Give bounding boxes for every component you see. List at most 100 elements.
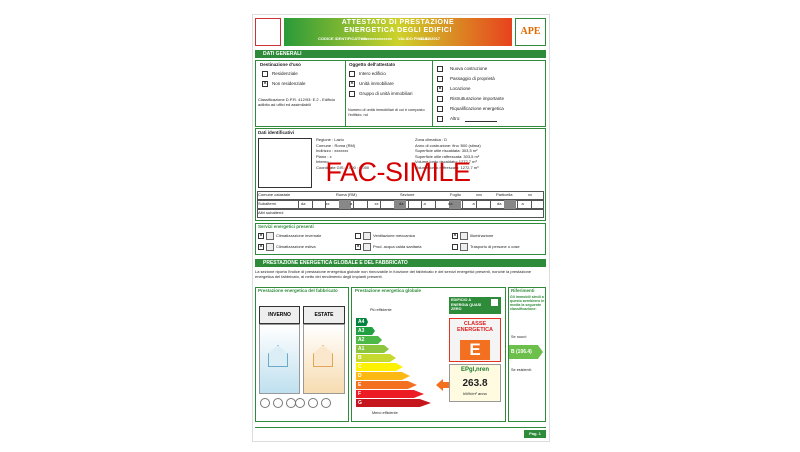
service-icon [363,243,371,251]
text: Dati identificativi [258,130,295,135]
smiley [295,398,305,408]
text: Anno di costruzione: fino '800 (stima) [415,142,481,148]
grid-cell [366,200,368,209]
nzeb-box: EDIFICIO A ENERGIA QUASI ZERO [449,297,501,314]
index-value: 263.8 [462,378,488,389]
text: a [423,201,426,206]
title: ATTESTATO DI PRESTAZIONE [341,19,455,26]
checkbox: × [355,244,361,250]
text: Passaggio di proprietà [450,76,495,81]
grid-cell [325,200,326,209]
footer-line [255,427,546,428]
cadastre-row [257,191,544,200]
text: Indirizzo : xxxxxxx [316,148,349,153]
text: Climatizzazione invernale [276,233,322,238]
text: Sezione [400,192,415,197]
text: Comune : Roma (RM) [316,142,356,148]
code: VALIDO FINO AL: [398,36,432,41]
note: Numero di unità immobiliari di cui è com… [348,108,425,117]
text: Piano : x [316,153,332,159]
text: Volume lordo riscaldato: 1272,7 m³ [415,159,477,164]
class-bar: A1 [356,345,389,353]
checkbox [437,116,443,122]
intro: La sezione riporta l'indice di prestazio… [255,269,532,280]
text: Se esistenti: [511,368,532,372]
text: Altri subalterni [258,210,284,215]
global-box [351,287,506,422]
text: da [301,201,306,206]
text: Riqualificazione energetica [450,106,504,111]
text: da [448,201,453,206]
text: xx [374,201,379,206]
checkbox [437,76,443,82]
service-icon [460,232,468,240]
text: Servizi energetici presenti [258,224,314,229]
house-icon [268,345,288,367]
checkbox: × [452,233,458,239]
text: Roma (RM) [336,192,357,197]
class-bar: D [356,372,410,380]
code: CODICE IDENTIFICATIVO: [318,36,368,41]
text: Destinazione d'uso [260,62,301,67]
text: Prod. acqua calda sanitaria [373,244,422,249]
text: Residenziale [272,71,298,76]
index-label: EPgl,nren [460,367,490,373]
text: Foglio [450,192,461,197]
grid-cell [393,200,406,209]
smiley [321,398,331,408]
checkbox [437,106,443,112]
text: Zona climatica : D [415,137,448,142]
checkbox: × [349,81,355,87]
divider [432,60,433,127]
text: Se nuovi: [511,335,527,339]
house-icon [313,345,333,367]
section-bar: DATI GENERALI [255,50,546,58]
text: a [521,201,524,206]
blank-line [465,121,497,122]
page-number: Pag. 1 [524,430,546,438]
blank-box [255,18,281,46]
winter-box: INVERNO [259,306,300,324]
grid-cell [339,200,352,209]
text: Interno : [316,159,331,164]
text: xx [325,201,330,206]
text: Particella [496,192,513,197]
text: a [350,201,353,206]
text: Trasporto di persone o cose [470,244,520,249]
text: Unità immobiliare [359,81,394,86]
text: Oggetto dell'attestato [349,62,396,67]
id-box [255,128,546,221]
grid-cell [352,200,354,209]
smiley [308,398,318,408]
checkbox: × [437,86,443,92]
service-icon [266,243,274,251]
checkbox [262,71,268,77]
text: Superficie utile riscaldata: 303,5 m² [415,148,478,153]
general-box [255,60,546,127]
text: Superficie utile raffrescata: 303,5 m² [415,153,480,159]
nzeb-check [491,299,498,306]
text: Coordinate GIS: 0,000 ; 0,000 [316,164,370,170]
ref-class: B (106.4) [509,345,543,359]
checkbox: × [258,244,264,250]
section-bar: PRESTAZIONE ENERGETICA GLOBALE E DEL FAB… [255,259,546,267]
logo: APE [515,18,546,46]
checkbox [437,66,443,72]
text: Ventilazione meccanica [373,233,415,238]
text: xxx [476,192,482,197]
text: Comune catastale [258,192,291,197]
checkbox [349,91,355,97]
text: Illuminazione [470,233,494,238]
grid-cell [517,200,518,209]
text: xx [528,192,532,197]
grid-cell [311,200,313,209]
grid-cell [298,200,299,209]
text: Non residenziale [272,81,306,86]
checkbox: × [262,81,268,87]
grid-cell [503,200,516,209]
class-bar: F [356,390,424,398]
grid-cell [435,200,436,209]
grid-cell [489,200,491,209]
text: Regione : Lazio [316,137,344,142]
building-title: Prestazione energetica del fabbricato [258,288,338,293]
